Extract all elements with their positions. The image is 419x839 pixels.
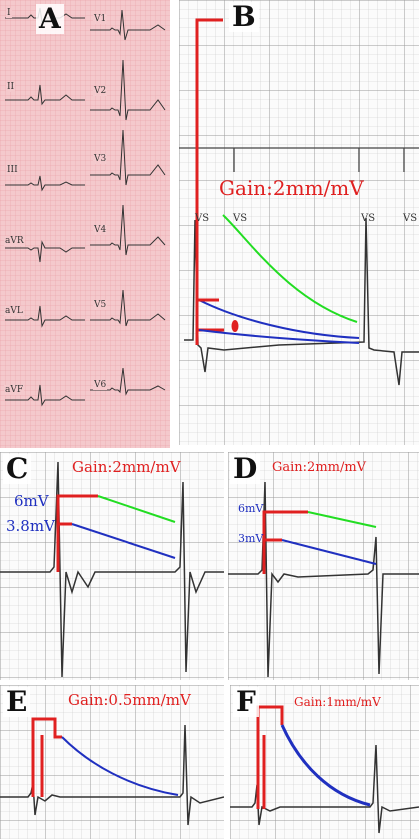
lead-label-v6: V6 (93, 380, 108, 390)
panel-e-gain-label: Gain:0.5mm/mV (68, 691, 191, 709)
vs-marker-2: VS (233, 213, 248, 224)
panel-f-gain-1mm-mv: F Gain:1mm/mV (230, 685, 419, 839)
lead-label-v5: V5 (93, 300, 108, 310)
panel-d-amplitude-6mv-3mv: D Gain:2mm/mV 6mV 3mV (228, 452, 419, 680)
lead-label-iii: III (6, 165, 19, 175)
panel-f-graphic (230, 685, 419, 839)
panel-f-gain-label: Gain:1mm/mV (294, 695, 381, 709)
panel-e-graphic (0, 685, 224, 839)
panel-b-letter: B (229, 2, 259, 32)
lead-label-v3: V3 (93, 154, 108, 164)
panel-b-graphic (179, 0, 419, 445)
lead-label-v4: V4 (93, 225, 108, 235)
panel-a-12-lead-ecg: A I II III aVR aVL aVF V1 V2 V3 V4 V5 V6 (0, 0, 170, 448)
panel-d-graphic (228, 452, 419, 680)
panel-c-gain-label: Gain:2mm/mV (72, 458, 181, 476)
panel-c-graphic (0, 452, 224, 680)
lead-label-v2: V2 (93, 86, 108, 96)
lead-label-avl: aVL (4, 306, 24, 316)
panel-d-gain-label: Gain:2mm/mV (272, 460, 367, 475)
lead-label-avr: aVR (4, 236, 25, 246)
lead-label-v1: V1 (93, 14, 108, 24)
lead-label-avf: aVF (4, 385, 25, 395)
panel-c-amplitude-6mv-3-8mv: C Gain:2mm/mV 6mV 3.8mV (0, 452, 224, 680)
panel-c-letter: C (3, 454, 32, 484)
lead-label-i: I (6, 8, 12, 18)
vs-marker-1: VS (195, 213, 210, 224)
panel-a-letter: A (36, 4, 64, 34)
vs-marker-4: VS (403, 213, 418, 224)
panel-a-ecg-traces (0, 0, 170, 448)
panel-d-upper-amplitude: 6mV (238, 502, 264, 515)
panel-b-gain-label: Gain:2mm/mV (219, 176, 364, 200)
panel-b-pacing-artifact: B Gain:2mm/mV VS VS VS VS (179, 0, 419, 445)
panel-d-lower-amplitude: 3mV (238, 532, 264, 545)
panel-e-gain-0-5mm-mv: E Gain:0.5mm/mV (0, 685, 224, 839)
panel-c-lower-amplitude: 3.8mV (6, 517, 55, 535)
panel-c-upper-amplitude: 6mV (14, 492, 49, 510)
panel-e-letter: E (3, 687, 31, 717)
vs-marker-3: VS (361, 213, 376, 224)
panel-d-letter: D (230, 454, 261, 484)
lead-label-ii: II (6, 82, 16, 92)
panel-f-letter: F (233, 687, 259, 717)
